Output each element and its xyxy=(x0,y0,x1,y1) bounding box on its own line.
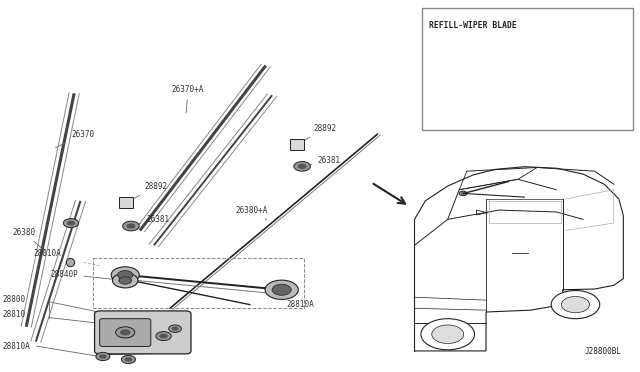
Text: 28800: 28800 xyxy=(2,295,25,304)
Circle shape xyxy=(122,355,136,363)
Text: 26381: 26381 xyxy=(134,215,170,225)
Text: 26380: 26380 xyxy=(12,228,45,251)
FancyBboxPatch shape xyxy=(95,311,191,354)
Text: 26380+A: 26380+A xyxy=(236,206,268,220)
Circle shape xyxy=(123,221,140,231)
Circle shape xyxy=(551,291,600,319)
Circle shape xyxy=(432,325,464,343)
Circle shape xyxy=(67,221,75,225)
Circle shape xyxy=(561,296,589,313)
Circle shape xyxy=(116,327,135,338)
Text: 26373P
(ASSIST): 26373P (ASSIST) xyxy=(433,52,469,97)
Text: 26370: 26370 xyxy=(56,129,94,148)
Circle shape xyxy=(63,219,79,228)
Circle shape xyxy=(294,161,310,171)
Text: 28892: 28892 xyxy=(128,182,168,201)
Text: 28810: 28810 xyxy=(2,311,25,320)
Circle shape xyxy=(272,284,291,295)
Circle shape xyxy=(113,273,138,288)
FancyBboxPatch shape xyxy=(100,319,151,346)
Text: 28892: 28892 xyxy=(300,124,337,143)
Text: J28800BL: J28800BL xyxy=(584,347,621,356)
Circle shape xyxy=(169,325,181,333)
Circle shape xyxy=(298,164,307,169)
Circle shape xyxy=(120,329,131,336)
Circle shape xyxy=(96,352,110,360)
Text: 26381: 26381 xyxy=(305,155,340,166)
Circle shape xyxy=(119,277,132,284)
Bar xyxy=(290,139,304,150)
Circle shape xyxy=(99,354,107,359)
Bar xyxy=(119,197,133,208)
Circle shape xyxy=(156,332,172,340)
Circle shape xyxy=(118,270,133,279)
Circle shape xyxy=(159,334,168,339)
Text: 26370+A: 26370+A xyxy=(172,85,204,113)
Text: 28840P: 28840P xyxy=(51,270,122,280)
Circle shape xyxy=(127,223,136,229)
Circle shape xyxy=(125,357,132,362)
Circle shape xyxy=(461,192,465,195)
Text: 28810A: 28810A xyxy=(34,249,67,262)
Circle shape xyxy=(460,191,467,196)
Circle shape xyxy=(111,267,140,283)
Text: 28810A: 28810A xyxy=(2,341,29,350)
Text: 28810A: 28810A xyxy=(284,292,314,309)
Circle shape xyxy=(172,327,179,331)
Text: 26373M
(DRIVER): 26373M (DRIVER) xyxy=(534,51,572,96)
Circle shape xyxy=(421,319,474,350)
Bar xyxy=(422,8,633,131)
Text: REFILL-WIPER BLADE: REFILL-WIPER BLADE xyxy=(429,22,516,31)
Bar xyxy=(93,258,304,308)
Circle shape xyxy=(265,280,298,299)
